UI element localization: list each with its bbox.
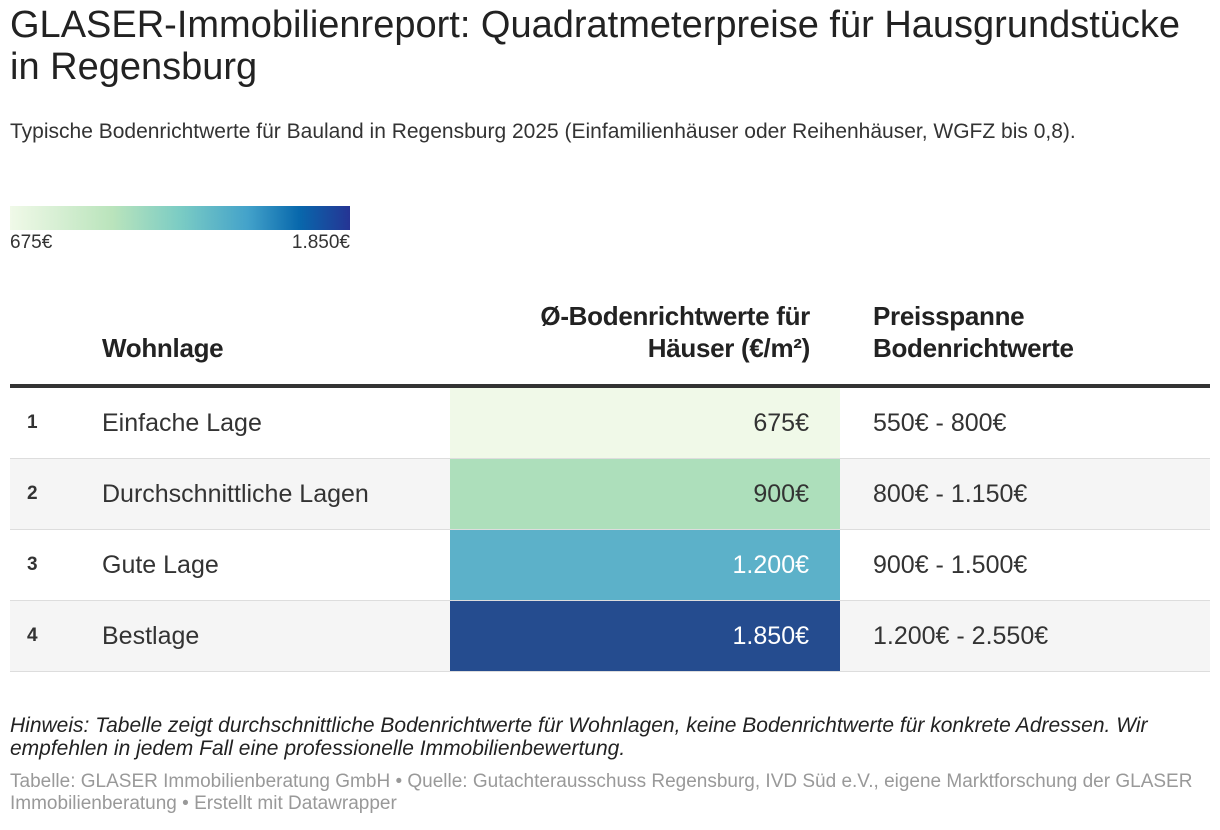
table-row: 4 Bestlage 1.850€ 1.200€ - 2.550€ xyxy=(10,600,1210,672)
header-preisspanne[interactable]: Preisspanne Bodenrichtwerte xyxy=(840,300,1210,388)
row-wohnlage: Bestlage xyxy=(102,600,450,672)
row-price-range: 1.200€ - 2.550€ xyxy=(840,600,1210,672)
row-price-range: 550€ - 800€ xyxy=(840,386,1210,459)
chart-subtitle: Typische Bodenrichtwerte für Bauland in … xyxy=(10,120,1076,143)
table-hint-note: Hinweis: Tabelle zeigt durchschnittliche… xyxy=(10,714,1148,760)
row-avg-value: 900€ xyxy=(450,458,840,530)
source-credits: Tabelle: GLASER Immobilienberatung GmbH … xyxy=(10,771,1193,814)
legend-gradient-bar xyxy=(10,206,350,230)
table-header-row: Wohnlage Ø-Bodenrichtwerte für Häuser (€… xyxy=(10,300,1210,388)
header-rank[interactable] xyxy=(10,300,102,388)
table-row: 3 Gute Lage 1.200€ 900€ - 1.500€ xyxy=(10,529,1210,601)
chart-title: GLASER-Immobilienreport: Quadratmeterpre… xyxy=(10,4,1181,88)
table-row: 1 Einfache Lage 675€ 550€ - 800€ xyxy=(10,386,1210,459)
legend-max-label: 1.850€ xyxy=(291,232,350,253)
row-rank: 2 xyxy=(10,458,102,530)
row-wohnlage: Durchschnittliche Lagen xyxy=(102,458,450,530)
legend-min-label: 675€ xyxy=(10,232,53,253)
data-table: Wohnlage Ø-Bodenrichtwerte für Häuser (€… xyxy=(10,300,1210,672)
row-price-range: 800€ - 1.150€ xyxy=(840,458,1210,530)
row-wohnlage: Einfache Lage xyxy=(102,386,450,459)
table-row: 2 Durchschnittliche Lagen 900€ 800€ - 1.… xyxy=(10,458,1210,530)
row-wohnlage: Gute Lage xyxy=(102,529,450,601)
row-rank: 1 xyxy=(10,386,102,459)
row-avg-value: 1.850€ xyxy=(450,600,840,672)
row-rank: 4 xyxy=(10,600,102,672)
row-rank: 3 xyxy=(10,529,102,601)
color-legend: 675€ 1.850€ xyxy=(10,206,350,254)
row-avg-value: 1.200€ xyxy=(450,529,840,601)
row-price-range: 900€ - 1.500€ xyxy=(840,529,1210,601)
header-wohnlage[interactable]: Wohnlage xyxy=(102,300,450,388)
row-avg-value: 675€ xyxy=(450,386,840,459)
header-avg-bodenrichtwert[interactable]: Ø-Bodenrichtwerte für Häuser (€/m²) xyxy=(450,300,840,388)
